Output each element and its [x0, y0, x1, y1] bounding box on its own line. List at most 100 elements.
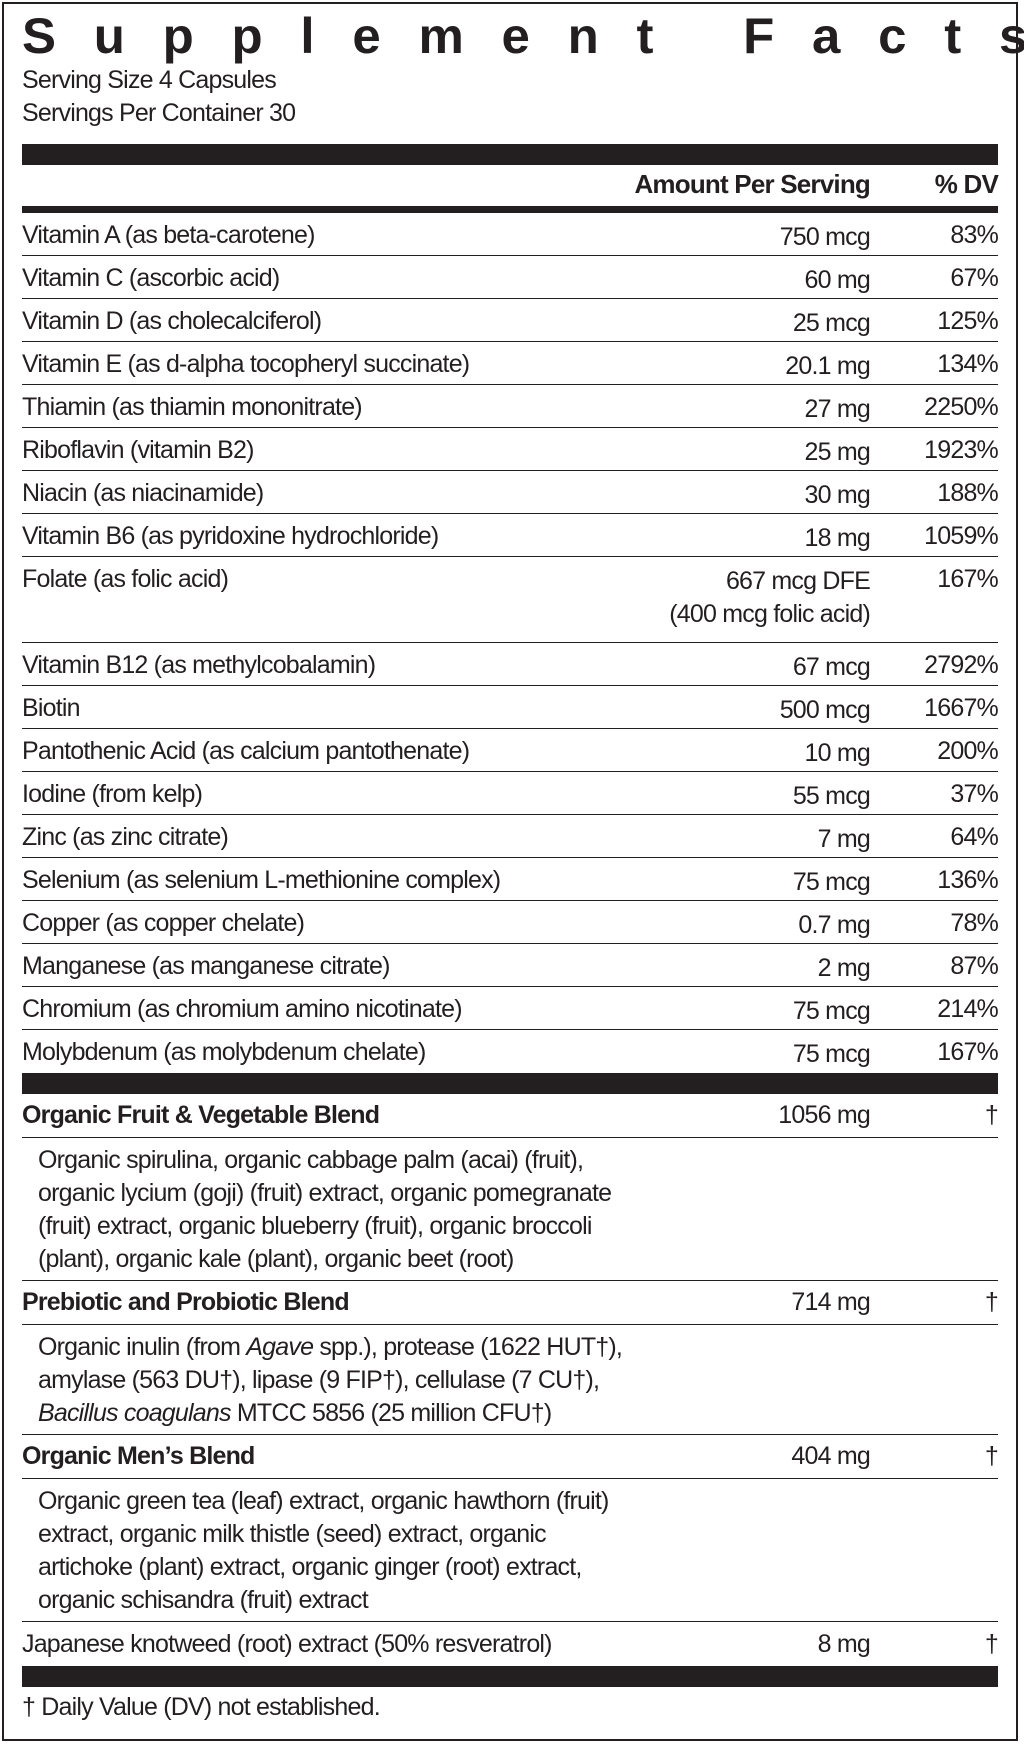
nutrient-row: Chromium (as chromium amino nicotinate) 7… — [22, 987, 999, 1030]
nutrient-name: Chromium (as chromium amino nicotinate) — [22, 995, 463, 1023]
blend-header: Prebiotic and Probiotic Blend 714 mg † — [22, 1281, 999, 1325]
divider-bar — [22, 144, 998, 165]
text: MTCC 5856 (25 million CFU†) — [230, 1399, 552, 1427]
nutrient-dv: 37% — [950, 780, 998, 808]
text: spp.), protease (1622 HUT†), — [313, 1333, 623, 1361]
nutrient-dv: 2792% — [924, 651, 999, 679]
amount-value: 25 mg — [804, 438, 871, 466]
amount-value: 25 mcg — [792, 309, 871, 337]
nutrient-name: Vitamin A (as beta-carotene) — [22, 221, 315, 249]
nutrient-amount: 7 mg — [570, 823, 871, 856]
ingredient-line: amylase (563 DU†), lipase (9 FIP†), cell… — [38, 1366, 600, 1394]
blend-mens: Organic Men’s Blend 404 mg † Organic gre… — [22, 1435, 999, 1622]
nutrient-row: Zinc (as zinc citrate) 7 mg 64% — [22, 815, 999, 858]
nutrient-row: Iodine (from kelp) 55 mcg 37% — [22, 772, 999, 815]
nutrient-name: Iodine (from kelp) — [22, 780, 203, 808]
ingredient-line: artichoke (plant) extract, organic ginge… — [38, 1553, 582, 1581]
nutrient-dv: 214% — [937, 995, 999, 1023]
nutrient-amount: 667 mcg DFE (400 mcg folic acid) — [570, 565, 871, 631]
nutrient-name: Pantothenic Acid (as calcium pantothenat… — [22, 737, 470, 765]
ingredient-amount: 8 mg — [817, 1629, 871, 1658]
nutrient-row: Vitamin B12 (as methylcobalamin) 67 mcg 27… — [22, 643, 999, 686]
blend-amount: 1056 mg — [778, 1101, 871, 1129]
amount-note: (400 mcg folic acid) — [669, 600, 871, 628]
nutrient-amount: 750 mcg — [570, 221, 871, 254]
nutrient-name: Folate (as folic acid) — [22, 565, 229, 593]
nutrient-name: Manganese (as manganese citrate) — [22, 952, 390, 980]
nutrient-name: Vitamin B6 (as pyridoxine hydrochloride) — [22, 522, 439, 550]
nutrient-dv: 167% — [937, 1038, 999, 1066]
ingredient-line: Organic spirulina, organic cabbage palm … — [38, 1146, 584, 1174]
nutrient-dv: 64% — [950, 823, 998, 851]
nutrient-row: Folate (as folic acid) 667 mcg DFE (400 mc… — [22, 557, 999, 643]
text-italic: Agave — [246, 1333, 314, 1361]
ingredient-line: (plant), organic kale (plant), organic b… — [38, 1245, 514, 1273]
blend-ingredients: Organic inulin (from Agave spp.), protea… — [22, 1325, 998, 1435]
ingredient-line: (fruit) extract, organic blueberry (frui… — [38, 1212, 592, 1240]
text-italic: Bacillus coagulans — [38, 1399, 231, 1427]
amount-value: 667 mcg DFE — [725, 567, 871, 595]
nutrient-amount: 0.7 mg — [570, 909, 870, 942]
amount-value: 500 mcg — [779, 696, 871, 724]
nutrient-row: Vitamin C (ascorbic acid) 60 mg 67% — [22, 256, 999, 299]
blend-name: Prebiotic and Probiotic Blend — [22, 1288, 350, 1316]
nutrient-name: Vitamin E (as d-alpha tocopheryl succina… — [22, 350, 470, 378]
nutrient-dv: 1667% — [924, 694, 999, 722]
column-header: Amount Per Serving % DV — [22, 165, 999, 213]
amount-value: 20.1 mg — [785, 352, 871, 380]
nutrient-dv: 83% — [950, 221, 998, 249]
nutrient-amount: 67 mcg — [570, 651, 871, 684]
blend-dv: † — [984, 1442, 999, 1470]
nutrient-row: Vitamin B6 (as pyridoxine hydrochloride)… — [22, 514, 999, 557]
amount-value: 75 mcg — [792, 1040, 871, 1068]
nutrient-row: Pantothenic Acid (as calcium pantothenat… — [22, 729, 999, 772]
ingredient-line: Organic green tea (leaf) extract, organi… — [38, 1487, 609, 1515]
blend-header: Organic Men’s Blend 404 mg † — [22, 1435, 999, 1479]
nutrient-amount: 75 mcg — [570, 1038, 871, 1071]
blend-dv: † — [984, 1288, 999, 1316]
nutrient-name: Thiamin (as thiamin mononitrate) — [22, 393, 363, 421]
nutrient-dv: 167% — [937, 565, 999, 593]
text: Organic inulin (from — [38, 1333, 247, 1361]
amount-value: 67 mcg — [792, 653, 871, 681]
blend-ingredients: Organic green tea (leaf) extract, organi… — [22, 1479, 998, 1622]
label-title: Supplement Facts — [22, 8, 1024, 64]
nutrient-dv: 125% — [937, 307, 999, 335]
serving-size: Serving Size 4 Capsules — [22, 66, 277, 94]
blend-name: Organic Men’s Blend — [22, 1442, 255, 1470]
amount-value: 27 mg — [804, 395, 871, 423]
blend-ingredients: Organic spirulina, organic cabbage palm … — [22, 1138, 998, 1281]
amount-value: 10 mg — [804, 739, 871, 767]
dv-header: % DV — [934, 169, 999, 199]
nutrient-amount: 30 mg — [570, 479, 871, 512]
nutrient-row: Riboflavin (vitamin B2) 25 mg 1923% — [22, 428, 999, 471]
amount-value: 0.7 mg — [798, 911, 870, 939]
amount-value: 18 mg — [804, 524, 871, 552]
nutrient-amount: 75 mcg — [570, 995, 871, 1028]
nutrient-amount: 75 mcg — [570, 866, 871, 899]
nutrient-row: Thiamin (as thiamin mononitrate) 27 mg 225… — [22, 385, 999, 428]
amount-header: Amount Per Serving — [634, 169, 870, 199]
amount-value: 750 mcg — [779, 223, 871, 251]
ingredient-name: Japanese knotweed (root) extract (50% re… — [22, 1629, 553, 1658]
nutrient-row: Biotin 500 mcg 1667% — [22, 686, 999, 729]
amount-value: 55 mcg — [792, 782, 871, 810]
nutrient-amount: 10 mg — [570, 737, 871, 770]
ingredient-dv: † — [984, 1629, 999, 1658]
divider-bar — [22, 1073, 998, 1094]
ingredient-line: Bacillus coagulans MTCC 5856 (25 million… — [38, 1397, 998, 1430]
nutrient-dv: 200% — [937, 737, 999, 765]
amount-value: 2 mg — [817, 954, 871, 982]
nutrient-dv: 136% — [937, 866, 999, 894]
nutrient-name: Molybdenum (as molybdenum chelate) — [22, 1038, 426, 1066]
amount-value: 75 mcg — [792, 868, 871, 896]
nutrient-row: Vitamin D (as cholecalciferol) 25 mcg 125% — [22, 299, 999, 342]
nutrient-amount: 60 mg — [570, 264, 871, 297]
divider-bar — [22, 1666, 998, 1687]
nutrient-row: Manganese (as manganese citrate) 2 mg 87% — [22, 944, 999, 987]
blend-fruit-vegetable: Organic Fruit & Vegetable Blend 1056 mg … — [22, 1094, 999, 1281]
blend-dv: † — [984, 1101, 999, 1129]
nutrient-dv: 67% — [950, 264, 998, 292]
nutrient-amount: 55 mcg — [570, 780, 871, 813]
